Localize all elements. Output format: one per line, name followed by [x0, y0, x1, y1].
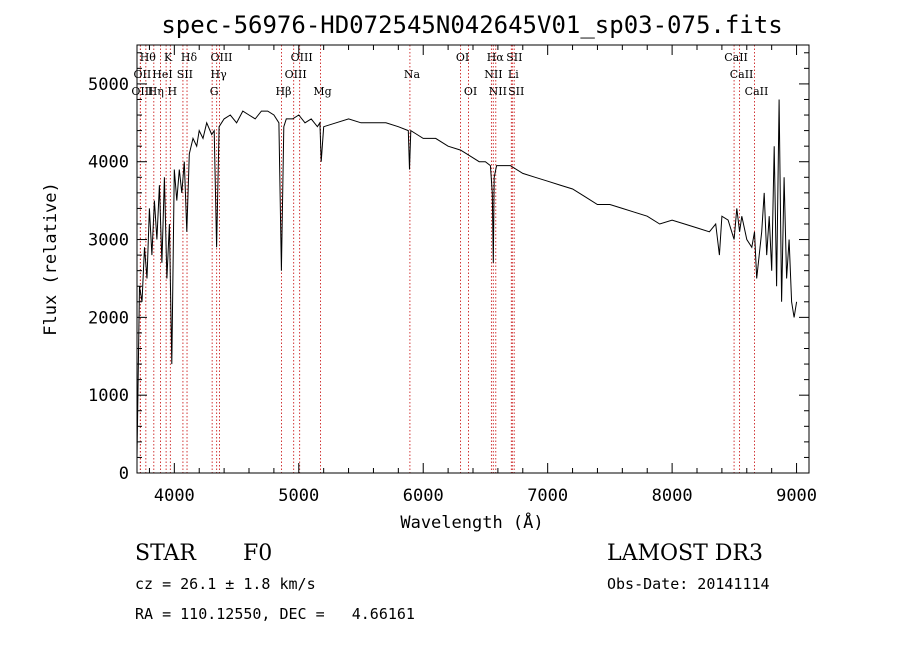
line-marker-label: HeI: [152, 68, 172, 81]
line-marker-label: CaII: [724, 51, 748, 64]
line-marker-label: OI: [456, 51, 469, 64]
line-marker-label: OIII: [210, 51, 232, 64]
x-tick-label: 8000: [652, 486, 693, 506]
line-marker-label: SII: [508, 85, 524, 98]
object-class: STAR: [135, 541, 197, 566]
line-marker-label: Hθ: [140, 51, 157, 64]
line-marker-label: Hη: [148, 85, 164, 98]
redshift-cz: cz = 26.1 ± 1.8 km/s: [135, 575, 316, 593]
line-marker-label: CaII: [730, 68, 754, 81]
y-tick-label: 5000: [88, 75, 129, 95]
spectrum-line: [136, 99, 798, 458]
line-marker-label: CaII: [745, 85, 769, 98]
x-tick-label: 9000: [776, 486, 817, 506]
line-marker-label: NII: [484, 68, 502, 81]
line-marker-label: OI: [464, 85, 477, 98]
x-axis-label: Wavelength (Å): [400, 511, 543, 533]
line-markers: [139, 45, 755, 473]
x-tick-label: 4000: [154, 486, 195, 506]
line-marker-label: OII: [134, 68, 152, 81]
x-tick-label: 5000: [278, 486, 319, 506]
line-marker-label: Li: [508, 68, 519, 81]
line-marker-label: K: [164, 51, 173, 64]
coordinates-radec: RA = 110.12550, DEC = 4.66161: [135, 605, 415, 623]
y-axis-ticks: 0 1000 2000 3000 4000 5000: [88, 52, 809, 484]
line-marker-labels: HθOIIOIIIHηHeIKHSIIHδGHγOIIIHβOIIIOIIIMg…: [131, 51, 768, 98]
y-tick-label: 1000: [88, 386, 129, 406]
survey-name: LAMOST DR3: [607, 541, 763, 566]
line-marker-label: Hβ: [276, 85, 292, 98]
line-marker-label: G: [210, 85, 219, 98]
y-axis-label: Flux (relative): [41, 182, 61, 336]
observation-date: Obs-Date: 20141114: [607, 575, 770, 593]
line-marker-label: Hα: [487, 51, 505, 64]
y-tick-label: 4000: [88, 153, 129, 173]
line-marker-label: OIII: [291, 51, 313, 64]
y-tick-label: 2000: [88, 308, 129, 328]
line-marker-label: SII: [177, 68, 193, 81]
x-tick-label: 7000: [527, 486, 568, 506]
line-marker-label: OIII: [285, 68, 307, 81]
line-marker-label: Na: [404, 68, 421, 81]
x-tick-label: 6000: [403, 486, 444, 506]
line-marker-label: NII: [489, 85, 507, 98]
plot-frame: [136, 44, 810, 474]
chart-title: spec-56976-HD072545N042645V01_sp03-075.f…: [161, 11, 782, 39]
line-marker-label: Hγ: [211, 68, 228, 81]
object-subclass: F0: [243, 541, 272, 566]
line-marker-label: H: [168, 85, 178, 98]
line-marker-label: Mg: [313, 85, 331, 98]
y-tick-label: 3000: [88, 231, 129, 251]
y-tick-label: 0: [119, 464, 129, 484]
x-axis-ticks: 4000 5000 6000 7000 8000 9000: [148, 45, 817, 506]
line-marker-label: Hδ: [181, 51, 198, 64]
line-marker-label: SII: [506, 51, 522, 64]
